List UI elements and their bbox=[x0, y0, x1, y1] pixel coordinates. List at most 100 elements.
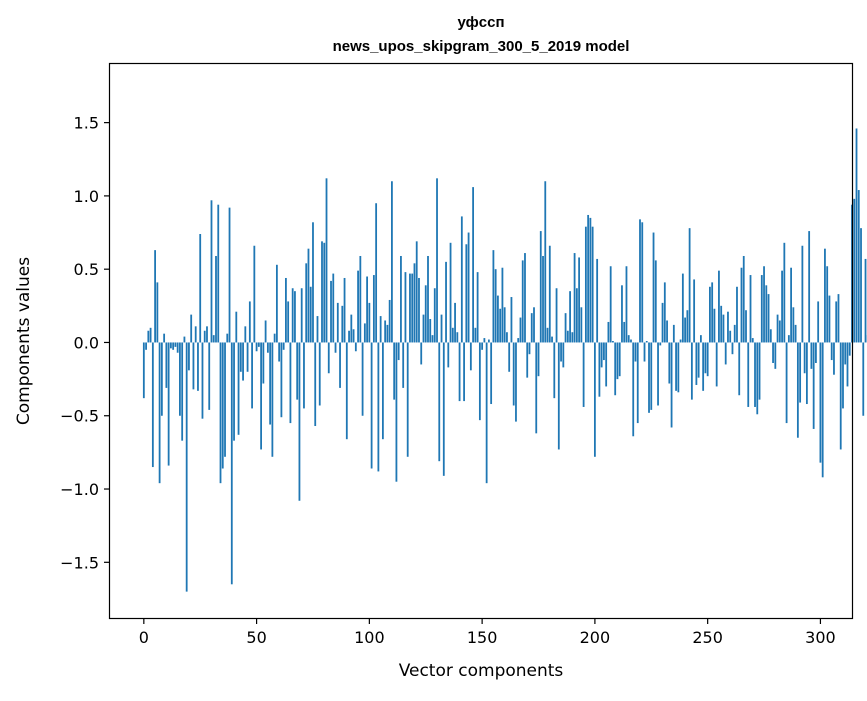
bar-188 bbox=[567, 331, 569, 343]
bar-172 bbox=[531, 313, 533, 342]
bar-285 bbox=[786, 342, 788, 423]
bar-236 bbox=[675, 342, 677, 390]
bar-288 bbox=[792, 307, 794, 342]
bar-302 bbox=[824, 249, 826, 343]
bar-286 bbox=[788, 335, 790, 342]
bar-201 bbox=[596, 259, 598, 343]
bar-111 bbox=[393, 342, 395, 399]
bar-204 bbox=[603, 342, 605, 360]
bar-174 bbox=[535, 342, 537, 433]
bar-208 bbox=[612, 341, 614, 342]
bar-15 bbox=[177, 342, 179, 352]
bar-115 bbox=[402, 342, 404, 387]
bar-118 bbox=[409, 274, 411, 343]
bar-295 bbox=[808, 231, 810, 342]
bar-221 bbox=[641, 222, 643, 342]
y-tick-label: 0.5 bbox=[74, 260, 99, 279]
bar-182 bbox=[553, 342, 555, 398]
bar-61 bbox=[281, 342, 283, 417]
bar-181 bbox=[551, 337, 553, 343]
bar-264 bbox=[738, 342, 740, 395]
bar-136 bbox=[450, 243, 452, 343]
bar-101 bbox=[371, 342, 373, 468]
bar-273 bbox=[759, 342, 761, 399]
bar-78 bbox=[319, 342, 321, 405]
bar-25 bbox=[199, 234, 201, 342]
bar-226 bbox=[653, 233, 655, 343]
bar-225 bbox=[650, 342, 652, 409]
bar-178 bbox=[544, 181, 546, 342]
bar-265 bbox=[741, 268, 743, 343]
bar-91 bbox=[348, 331, 350, 343]
bar-17 bbox=[181, 342, 183, 440]
bar-213 bbox=[623, 322, 625, 343]
bar-33 bbox=[217, 205, 219, 343]
bar-138 bbox=[454, 303, 456, 343]
bar-254 bbox=[716, 342, 718, 386]
bar-242 bbox=[689, 228, 691, 342]
bar-224 bbox=[648, 342, 650, 412]
bar-53 bbox=[262, 342, 264, 383]
bar-196 bbox=[585, 227, 587, 343]
bar-251 bbox=[709, 287, 711, 343]
bar-217 bbox=[632, 342, 634, 436]
y-axis-label: Components values bbox=[14, 257, 34, 425]
bar-98 bbox=[364, 323, 366, 342]
bar-94 bbox=[355, 342, 357, 351]
bar-229 bbox=[659, 342, 661, 345]
bar-191 bbox=[574, 253, 576, 342]
bar-29 bbox=[208, 342, 210, 409]
bar-117 bbox=[407, 342, 409, 456]
bar-306 bbox=[833, 342, 835, 374]
bar-291 bbox=[799, 342, 801, 402]
bar-144 bbox=[468, 233, 470, 343]
y-tick-label: −1.5 bbox=[60, 553, 99, 572]
bar-173 bbox=[533, 307, 535, 342]
bar-35 bbox=[222, 342, 224, 468]
bar-238 bbox=[680, 340, 682, 343]
bar-9 bbox=[163, 334, 165, 343]
bar-312 bbox=[847, 342, 849, 386]
bar-275 bbox=[763, 266, 765, 342]
bar-36 bbox=[224, 342, 226, 456]
bar-300 bbox=[820, 342, 822, 462]
bar-297 bbox=[813, 342, 815, 428]
y-tick-label: −0.5 bbox=[60, 407, 99, 426]
bar-209 bbox=[614, 342, 616, 395]
bar-319 bbox=[862, 342, 864, 415]
bar-126 bbox=[427, 256, 429, 342]
bar-69 bbox=[299, 342, 301, 500]
bar-267 bbox=[745, 310, 747, 342]
bar-109 bbox=[389, 300, 391, 343]
bar-241 bbox=[686, 310, 688, 342]
bar-296 bbox=[811, 342, 813, 368]
bar-75 bbox=[312, 222, 314, 342]
bar-85 bbox=[335, 342, 337, 352]
bar-207 bbox=[610, 266, 612, 342]
bar-19 bbox=[186, 342, 188, 591]
bar-289 bbox=[795, 325, 797, 343]
bar-24 bbox=[197, 342, 199, 390]
bar-240 bbox=[684, 318, 686, 343]
bar-246 bbox=[698, 342, 700, 377]
bar-152 bbox=[486, 342, 488, 483]
bar-290 bbox=[797, 342, 799, 437]
bar-121 bbox=[416, 241, 418, 342]
y-axis-ticks: −1.5−1.0−0.50.00.51.01.5 bbox=[60, 114, 110, 573]
bar-146 bbox=[472, 187, 474, 342]
bar-74 bbox=[310, 287, 312, 343]
bar-205 bbox=[605, 342, 607, 386]
bar-16 bbox=[179, 342, 181, 415]
bar-272 bbox=[756, 342, 758, 414]
bar-76 bbox=[314, 342, 316, 426]
bar-90 bbox=[346, 342, 348, 439]
bar-93 bbox=[353, 329, 355, 342]
bar-277 bbox=[768, 294, 770, 342]
bar-282 bbox=[779, 320, 781, 342]
bar-156 bbox=[495, 269, 497, 342]
bar-305 bbox=[831, 342, 833, 360]
x-tick-label: 200 bbox=[580, 628, 611, 647]
bar-14 bbox=[175, 342, 177, 346]
bar-222 bbox=[644, 342, 646, 361]
